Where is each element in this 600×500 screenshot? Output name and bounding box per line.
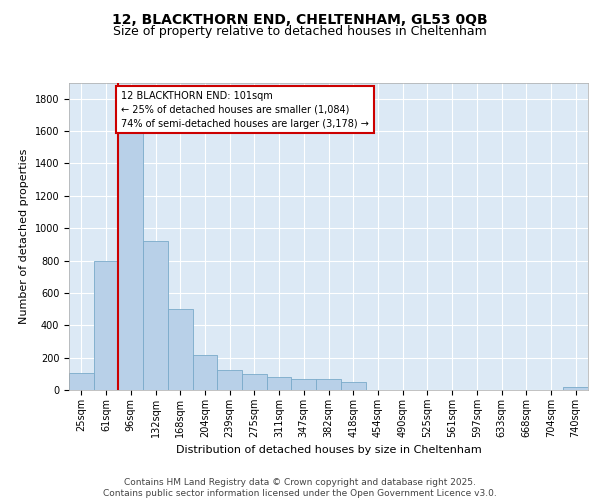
Bar — [217, 370, 242, 390]
Bar — [193, 355, 217, 390]
Bar — [69, 373, 94, 390]
Bar — [563, 387, 588, 390]
Bar — [267, 377, 292, 390]
Bar — [143, 241, 168, 390]
Text: Size of property relative to detached houses in Cheltenham: Size of property relative to detached ho… — [113, 25, 487, 38]
X-axis label: Distribution of detached houses by size in Cheltenham: Distribution of detached houses by size … — [176, 446, 481, 456]
Bar — [242, 374, 267, 390]
Bar — [118, 118, 143, 390]
Text: 12, BLACKTHORN END, CHELTENHAM, GL53 0QB: 12, BLACKTHORN END, CHELTENHAM, GL53 0QB — [112, 12, 488, 26]
Bar — [168, 309, 193, 390]
Text: Contains HM Land Registry data © Crown copyright and database right 2025.
Contai: Contains HM Land Registry data © Crown c… — [103, 478, 497, 498]
Text: 12 BLACKTHORN END: 101sqm
← 25% of detached houses are smaller (1,084)
74% of se: 12 BLACKTHORN END: 101sqm ← 25% of detac… — [121, 90, 369, 128]
Y-axis label: Number of detached properties: Number of detached properties — [19, 148, 29, 324]
Bar — [292, 378, 316, 390]
Bar — [94, 260, 118, 390]
Bar — [341, 382, 365, 390]
Bar — [316, 380, 341, 390]
